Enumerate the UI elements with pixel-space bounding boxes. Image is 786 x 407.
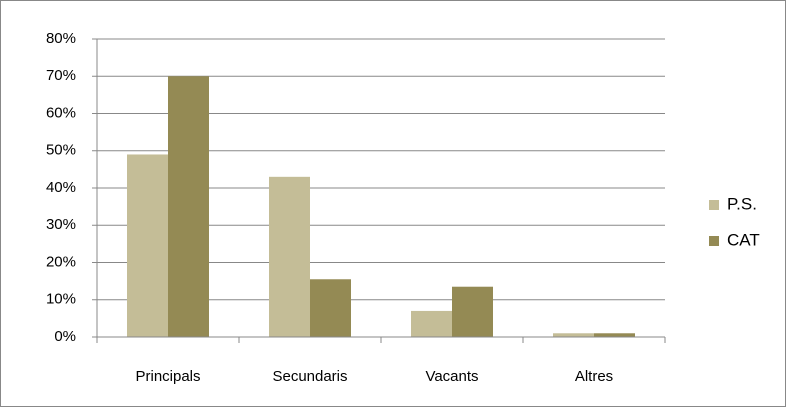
legend-label: P.S. [727,194,757,213]
bar [269,176,310,337]
bar [452,286,493,337]
y-tick-label: 0% [54,328,76,345]
bar [411,310,452,337]
y-tick-label: 10% [46,291,76,308]
y-tick-label: 50% [46,142,76,159]
y-tick-label: 80% [46,30,76,47]
y-tick-label: 30% [46,216,76,233]
bar [594,333,635,337]
y-tick-label: 70% [46,67,76,84]
bar [310,279,351,337]
x-tick-label: Secundaris [272,368,347,385]
legend-label: CAT [727,230,760,249]
bar [553,333,594,337]
x-tick-label: Vacants [425,368,478,385]
y-tick-label: 40% [46,179,76,196]
x-tick-label: Altres [575,368,613,385]
legend-swatch [709,236,719,246]
legend-swatch [709,200,719,210]
x-tick-label: Principals [135,368,200,385]
bar [127,154,168,337]
bar [168,76,209,337]
y-tick-label: 20% [46,253,76,270]
y-tick-label: 60% [46,104,76,121]
